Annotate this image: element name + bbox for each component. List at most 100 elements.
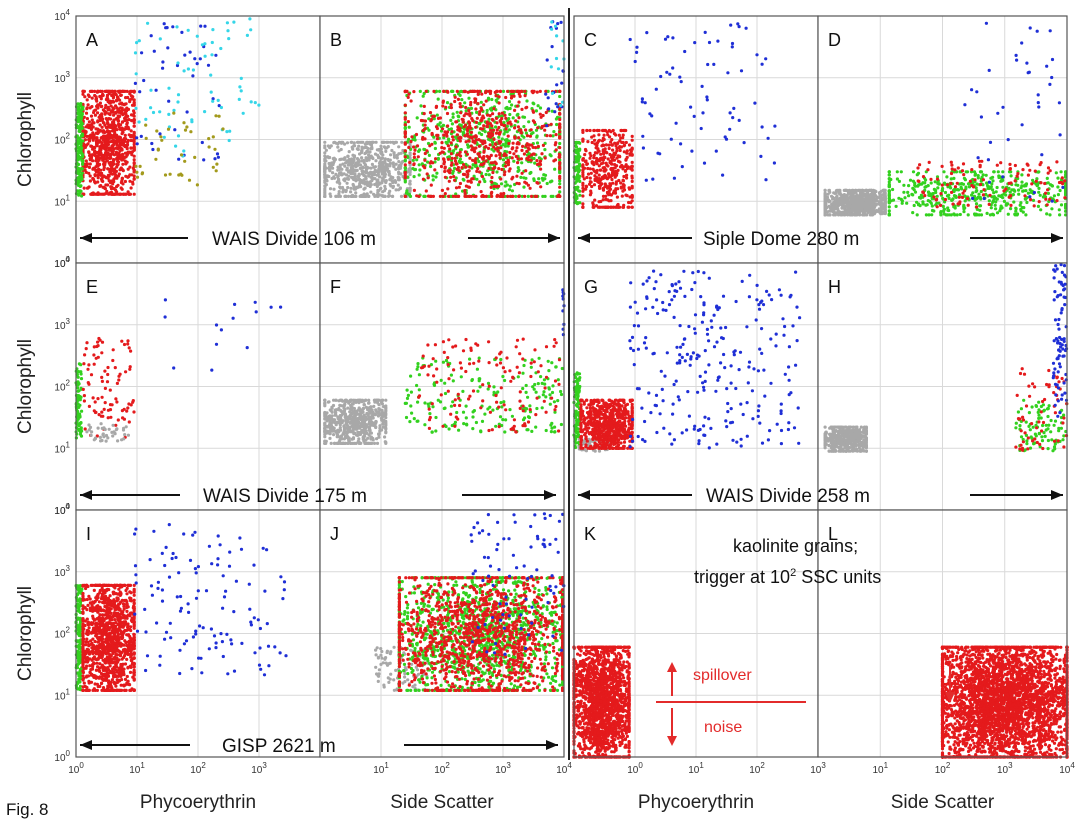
data-point-red — [581, 174, 585, 178]
data-point-red — [96, 131, 100, 136]
data-point-blue — [154, 88, 158, 92]
data-point-red — [98, 101, 102, 105]
data-point-red — [88, 89, 92, 93]
data-point-red — [513, 126, 517, 130]
data-point-red — [535, 159, 539, 163]
data-point-red — [613, 175, 617, 179]
data-point-blue — [651, 177, 655, 181]
data-point-gray — [382, 168, 386, 172]
data-point-red — [417, 194, 421, 198]
data-point-blue — [152, 49, 156, 53]
data-point-green — [978, 170, 983, 174]
data-point-red — [474, 157, 478, 161]
data-point-cyan — [158, 110, 162, 114]
data-point-red — [455, 89, 459, 93]
data-point-green — [1019, 201, 1023, 205]
data-point-green — [976, 176, 980, 180]
data-point-gray — [359, 140, 364, 144]
data-point-red — [510, 89, 514, 93]
data-point-green — [431, 178, 435, 182]
data-point-gray — [332, 141, 336, 145]
data-point-red — [423, 158, 427, 162]
data-point-red — [517, 182, 521, 186]
data-point-green — [455, 110, 459, 114]
data-point-red — [511, 141, 515, 145]
data-point-gray — [346, 194, 351, 198]
data-point-gray — [874, 190, 878, 194]
data-point-green — [936, 186, 940, 190]
data-point-green — [1054, 171, 1058, 175]
data-point-blue — [547, 107, 551, 111]
data-point-red — [84, 170, 88, 174]
data-point-blue — [188, 50, 192, 54]
data-point-gray — [400, 140, 404, 144]
panel-letter-c: C — [584, 30, 597, 50]
data-point-gray — [833, 207, 838, 211]
data-point-green — [1021, 189, 1025, 193]
data-point-gray — [382, 140, 386, 144]
data-point-gray — [365, 192, 369, 196]
data-point-red — [493, 142, 497, 146]
data-point-red — [473, 100, 477, 104]
data-point-green — [457, 115, 461, 119]
data-point-red — [424, 189, 428, 193]
data-point-green — [1031, 198, 1036, 202]
data-point-gray — [332, 156, 336, 160]
data-point-green — [900, 201, 904, 205]
data-point-green — [450, 122, 454, 126]
data-point-red — [490, 124, 494, 128]
data-point-gray — [839, 213, 843, 217]
data-point-red — [87, 150, 91, 154]
data-point-red — [84, 130, 88, 134]
data-point-red — [492, 184, 496, 188]
data-point-cyan — [176, 100, 180, 104]
data-point-green — [467, 96, 471, 100]
data-point-red — [131, 166, 135, 170]
data-point-gray — [826, 213, 830, 217]
data-point-red — [442, 133, 446, 137]
data-point-red — [403, 117, 407, 121]
data-point-red — [607, 128, 611, 133]
data-point-olive — [179, 153, 184, 157]
data-point-gray — [832, 210, 837, 215]
data-point-green — [1016, 188, 1021, 192]
data-point-red — [535, 181, 539, 185]
data-point-gray — [386, 167, 390, 171]
data-point-red — [432, 114, 436, 118]
data-point-gray — [388, 182, 392, 186]
data-point-red — [93, 181, 97, 185]
data-point-red — [611, 181, 615, 185]
data-point-green — [887, 209, 891, 213]
data-point-green — [999, 206, 1003, 210]
data-point-gray — [854, 196, 858, 200]
data-point-red — [474, 107, 478, 111]
data-point-red — [581, 194, 585, 198]
data-point-green — [574, 150, 578, 154]
data-point-green — [77, 129, 81, 133]
data-point-red — [428, 111, 433, 115]
data-point-olive — [195, 183, 199, 187]
data-point-red — [508, 194, 513, 198]
data-point-red — [409, 139, 413, 144]
data-point-olive — [168, 172, 172, 176]
data-point-green — [1058, 188, 1062, 193]
data-point-blue — [728, 111, 732, 115]
data-point-gray — [388, 178, 392, 182]
data-point-red — [85, 163, 89, 167]
data-point-red — [468, 165, 472, 169]
data-point-blue — [216, 155, 220, 159]
data-point-blue — [712, 62, 716, 66]
data-point-red — [617, 133, 621, 137]
data-point-blue — [742, 141, 746, 145]
data-point-green — [541, 178, 545, 182]
data-point-cyan — [176, 93, 181, 97]
data-point-red — [107, 117, 111, 121]
data-point-green — [80, 178, 84, 182]
data-point-red — [482, 150, 486, 154]
data-point-gray — [347, 150, 351, 154]
data-point-red — [451, 138, 455, 142]
data-point-green — [992, 191, 996, 195]
data-point-red — [120, 148, 124, 152]
data-point-red — [515, 174, 519, 178]
data-point-cyan — [135, 41, 139, 45]
